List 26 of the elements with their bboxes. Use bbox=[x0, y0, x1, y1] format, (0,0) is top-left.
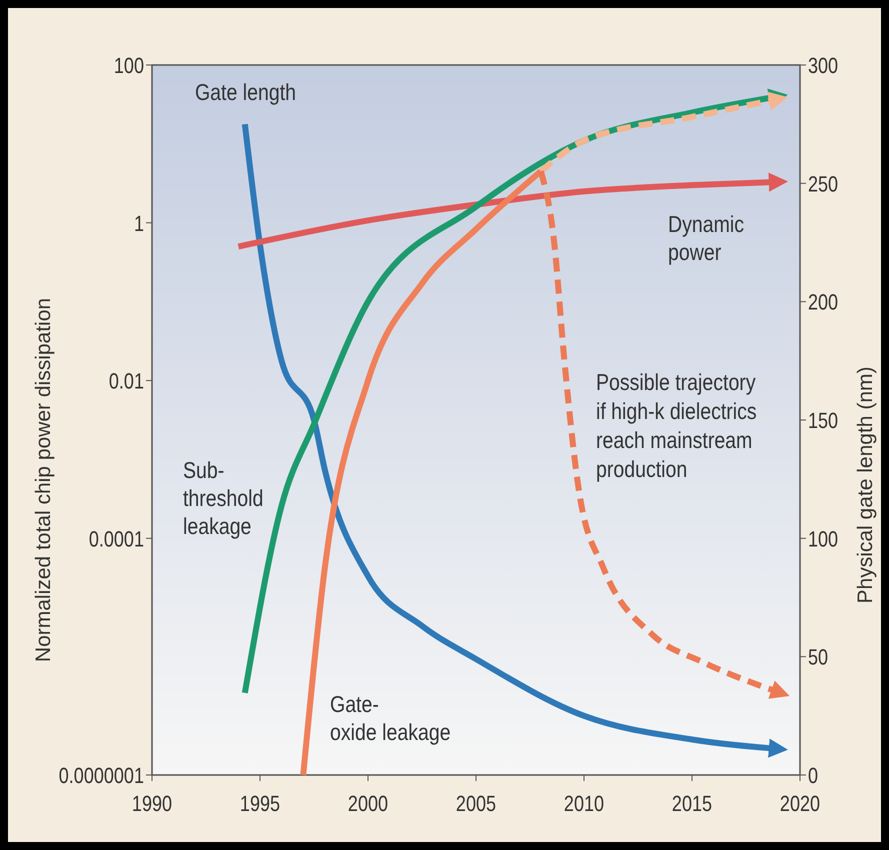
x-tick-label: 2010 bbox=[564, 792, 604, 816]
y-axis-title: Normalized total chip power dissipation bbox=[32, 298, 55, 662]
y2-tick-label: 150 bbox=[808, 409, 838, 434]
x-tick-label: 2015 bbox=[672, 792, 712, 816]
annotation: Possible trajectory if high-k dielectrics reach mainstream production bbox=[596, 370, 757, 482]
y-tick-label: 0.0001 bbox=[88, 528, 144, 552]
y2-tick-label: 300 bbox=[808, 54, 838, 78]
y2-tick-label: 250 bbox=[808, 172, 838, 197]
y2-axis-title: Physical gate length (nm) bbox=[854, 366, 877, 604]
series-label: Gate-oxide leakage bbox=[330, 692, 451, 746]
y2-tick-label: 0 bbox=[808, 764, 818, 788]
x-tick-label: 2020 bbox=[780, 792, 820, 816]
y-tick-label: 0.0000001 bbox=[58, 764, 144, 788]
y-tick-label: 1 bbox=[134, 212, 144, 236]
x-tick-label: 1995 bbox=[240, 792, 280, 816]
y2-tick-label: 200 bbox=[808, 291, 838, 316]
y2-tick-label: 100 bbox=[808, 528, 838, 552]
x-tick-label: 2000 bbox=[348, 792, 388, 816]
x-tick-label: 2005 bbox=[456, 792, 496, 816]
y2-tick-label: 50 bbox=[808, 646, 828, 670]
y-tick-label: 0.01 bbox=[108, 370, 144, 394]
series-label: Gate length bbox=[195, 80, 296, 106]
series-label: Dynamic power bbox=[668, 212, 744, 266]
x-tick-label: 1990 bbox=[132, 792, 172, 816]
y-tick-label: 100 bbox=[114, 54, 144, 78]
series-label: Sub-threshold leakage bbox=[183, 458, 264, 540]
